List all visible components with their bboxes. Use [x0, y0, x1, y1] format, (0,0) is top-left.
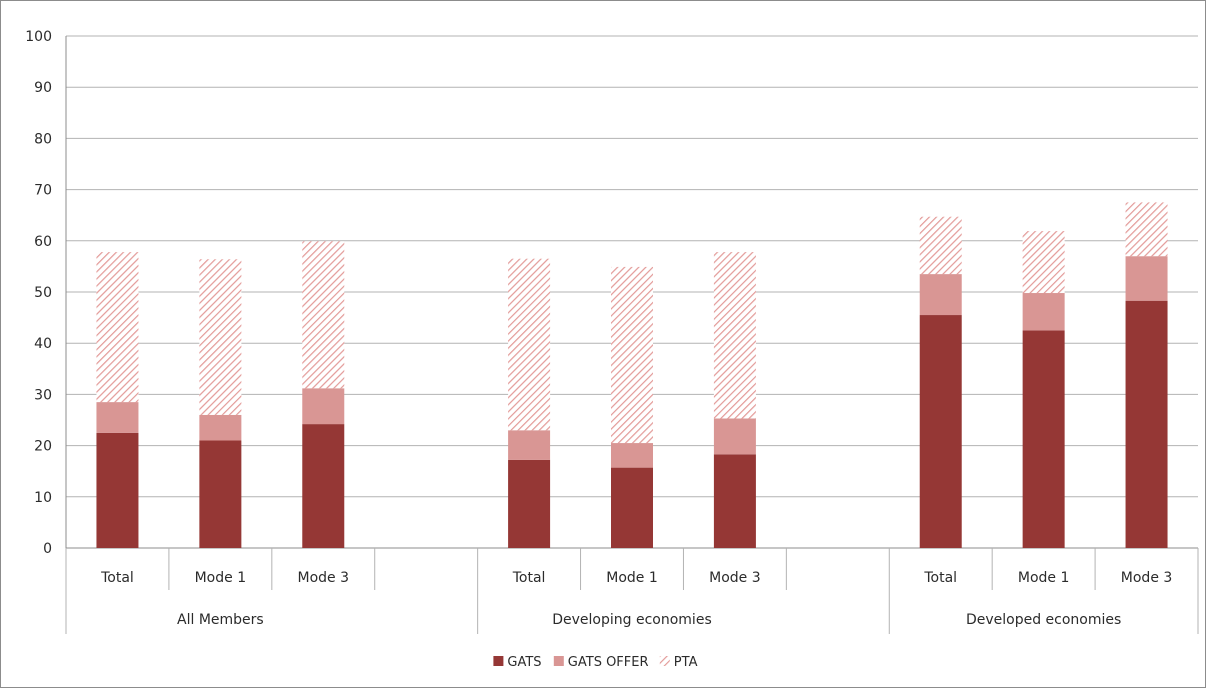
legend-swatch — [493, 656, 504, 666]
bar-segment — [1022, 231, 1065, 294]
y-tick-label: 50 — [34, 285, 52, 301]
bar-segment — [713, 418, 756, 455]
x-tick-label: Mode 1 — [606, 570, 658, 586]
bar-segment — [1125, 202, 1168, 257]
bar-segment — [919, 315, 962, 548]
bar-segment — [96, 252, 139, 403]
group-label: Developed economies — [966, 612, 1121, 628]
bar-segment — [713, 252, 756, 419]
x-axis: Total Mode 1 Mode 3 All Members Total Mode 1 M… — [65, 548, 1199, 634]
y-tick-label: 30 — [34, 387, 52, 403]
x-tick-label: Mode 3 — [1121, 570, 1173, 586]
x-tick-label: Total — [923, 570, 957, 586]
bar-segment — [96, 432, 139, 548]
bar-segment — [919, 274, 962, 316]
y-tick-label: 70 — [34, 183, 52, 199]
gridlines — [66, 35, 1198, 549]
x-tick-label: Total — [100, 570, 134, 586]
bars — [96, 202, 1168, 548]
bar-segment — [1022, 293, 1065, 331]
legend: GATS GATS OFFER PTA — [493, 655, 698, 670]
legend-label: GATS OFFER — [568, 655, 649, 670]
bar-segment — [713, 454, 756, 548]
bar-segment — [1022, 330, 1065, 548]
bar-segment — [508, 258, 551, 431]
bar-segment — [508, 459, 551, 548]
x-tick-label: Mode 1 — [195, 570, 247, 586]
y-tick-label: 40 — [34, 336, 52, 352]
group-label: All Members — [177, 612, 264, 628]
legend-swatch — [659, 656, 670, 666]
bar-segment — [302, 388, 345, 425]
bar-segment — [96, 402, 139, 433]
bar-segment — [302, 241, 345, 389]
bar-segment — [611, 467, 653, 548]
bar-segment — [508, 430, 551, 460]
bar-segment — [919, 216, 962, 275]
legend-label: GATS — [507, 655, 541, 670]
y-tick-label: 90 — [34, 80, 52, 96]
bar-segment — [199, 414, 242, 441]
legend-swatch — [553, 656, 564, 666]
y-tick-label: 80 — [34, 131, 52, 147]
group-label: Developing economies — [552, 612, 711, 628]
bar-segment — [302, 424, 345, 548]
bar-segment — [199, 440, 242, 548]
y-tick-label: 20 — [34, 439, 52, 455]
bar-segment — [1125, 256, 1168, 301]
x-tick-label: Mode 3 — [298, 570, 350, 586]
bar-segment — [1125, 300, 1168, 548]
x-tick-label: Total — [512, 570, 546, 586]
y-tick-label: 0 — [43, 541, 52, 557]
y-tick-label: 10 — [34, 490, 52, 506]
bar-segment — [199, 259, 242, 415]
bar-segment — [611, 266, 653, 444]
y-tick-label: 60 — [34, 234, 52, 250]
bar-segment — [611, 443, 653, 468]
x-tick-label: Mode 3 — [709, 570, 761, 586]
y-tick-label: 100 — [25, 29, 52, 45]
legend-label: PTA — [674, 655, 698, 670]
x-tick-label: Mode 1 — [1018, 570, 1070, 586]
y-axis: 0 10 20 30 40 50 60 70 80 90 100 — [25, 29, 67, 557]
